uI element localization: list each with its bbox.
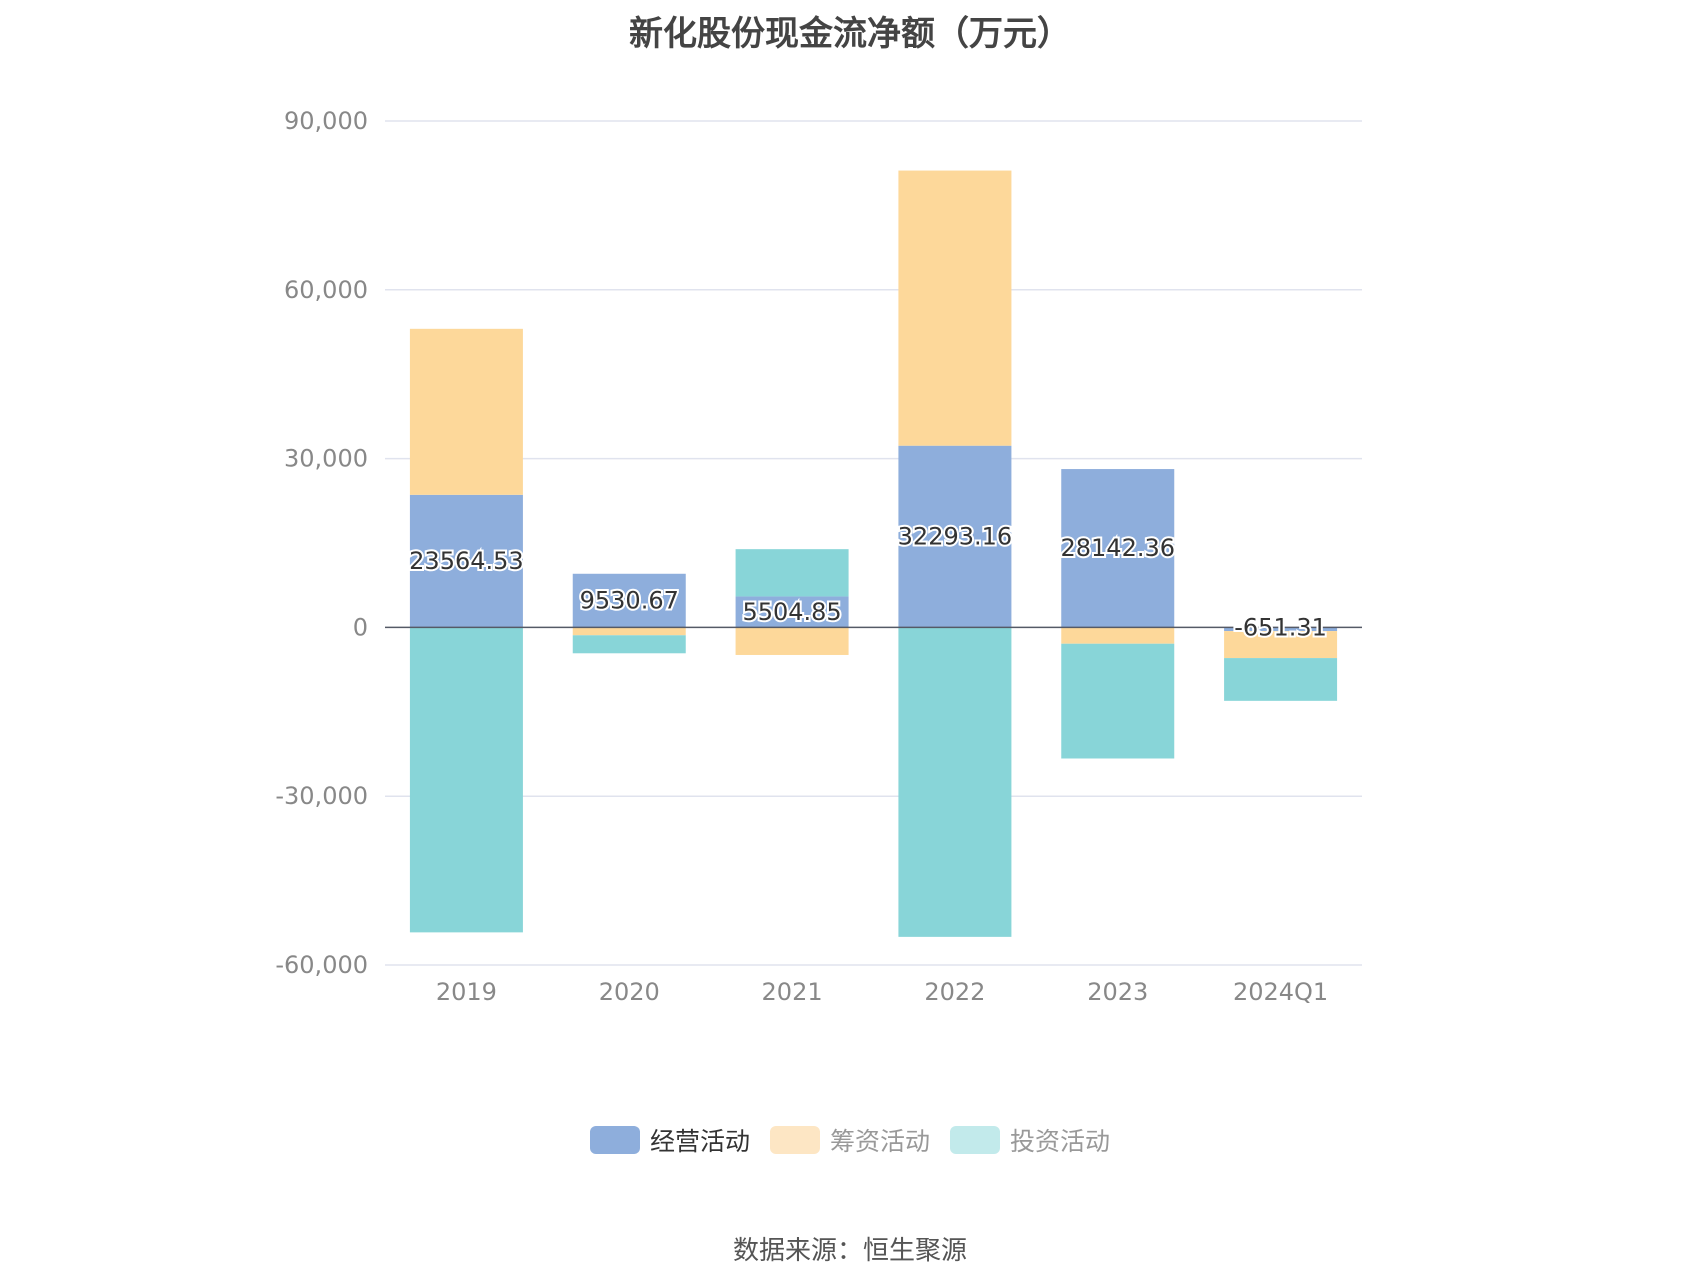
chart-title: 新化股份现金流净额（万元） xyxy=(629,14,1071,54)
x-tick-label: 2020 xyxy=(599,978,660,1006)
data-label-operating: 32293.16 xyxy=(898,523,1013,551)
data-label-operating: 23564.53 xyxy=(409,547,524,575)
data-label-operating: 9530.67 xyxy=(580,587,679,615)
bar-financing-2020 xyxy=(572,627,686,636)
x-tick-label: 2019 xyxy=(436,978,497,1006)
legend-label-financing: 筹资活动 xyxy=(829,1127,930,1156)
bar-operating-2023 xyxy=(1061,469,1175,628)
bar-investing-2021 xyxy=(735,549,849,597)
data-label-operating: 5504.85 xyxy=(742,598,841,626)
legend-label-operating: 经营活动 xyxy=(649,1127,750,1156)
legend-swatch-investing xyxy=(950,1126,1000,1154)
y-tick-label: 30,000 xyxy=(284,445,368,473)
bar-operating-2021 xyxy=(735,596,849,628)
y-tick-label: 90,000 xyxy=(284,107,368,135)
bar-operating-2024Q1 xyxy=(1224,627,1338,632)
data-label-operating: -651.31 xyxy=(1234,613,1327,641)
x-tick-label: 2021 xyxy=(762,978,823,1006)
bar-operating-2019 xyxy=(409,494,523,628)
x-tick-label: 2024Q1 xyxy=(1233,978,1328,1006)
y-tick-label: -30,000 xyxy=(275,782,368,810)
bar-financing-2024Q1 xyxy=(1224,631,1338,659)
bar-investing-2020 xyxy=(572,635,686,654)
data-source-note: 数据来源：恒生聚源 xyxy=(732,1236,967,1266)
x-tick-label: 2022 xyxy=(924,978,985,1006)
bar-financing-2019 xyxy=(409,328,523,495)
bar-financing-2023 xyxy=(1061,627,1175,644)
bar-investing-2019 xyxy=(409,627,523,933)
legend-item-investing[interactable]: 投资活动 xyxy=(950,1122,1110,1158)
bar-investing-2024Q1 xyxy=(1224,658,1338,701)
y-tick-label: -60,000 xyxy=(275,951,368,979)
bar-operating-2022 xyxy=(898,445,1012,628)
bar-investing-2023 xyxy=(1061,643,1175,759)
legend-item-financing[interactable]: 筹资活动 xyxy=(769,1122,930,1158)
bar-operating-2020 xyxy=(572,573,686,628)
legend: 经营活动 筹资活动 投资活动 xyxy=(0,1122,1700,1158)
y-tick-label: 0 xyxy=(353,613,368,641)
bar-financing-2021 xyxy=(735,627,849,655)
y-tick-label: 60,000 xyxy=(284,276,368,304)
legend-item-operating[interactable]: 经营活动 xyxy=(589,1122,750,1158)
legend-label-investing: 投资活动 xyxy=(1010,1127,1111,1156)
bar-investing-2022 xyxy=(898,627,1012,937)
bar-financing-2022 xyxy=(898,170,1012,446)
legend-swatch-operating xyxy=(589,1126,640,1154)
x-tick-label: 2023 xyxy=(1087,978,1148,1006)
legend-swatch-financing xyxy=(769,1126,820,1154)
data-label-operating: 28142.36 xyxy=(1060,534,1175,562)
